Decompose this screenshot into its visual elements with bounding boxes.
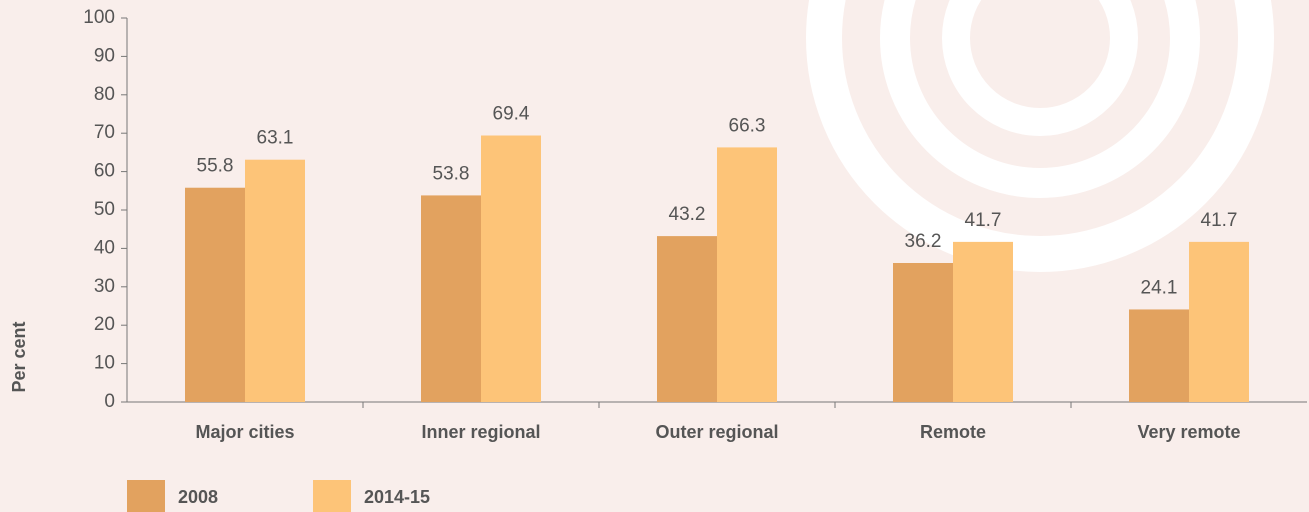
y-tick-label: 70 <box>94 122 115 143</box>
value-label: 24.1 <box>1141 277 1178 298</box>
bar <box>657 236 717 402</box>
y-tick-label: 40 <box>94 237 115 258</box>
bar <box>481 135 541 402</box>
value-label: 41.7 <box>1201 210 1238 231</box>
bar <box>893 262 953 402</box>
x-tick-label: Remote <box>920 422 986 442</box>
y-tick-label: 90 <box>94 45 115 66</box>
bar <box>953 241 1013 402</box>
legend-swatch <box>313 480 351 512</box>
y-tick-label: 100 <box>83 7 115 28</box>
y-tick-label: 0 <box>104 391 115 412</box>
legend-swatch <box>127 480 165 512</box>
value-label: 41.7 <box>965 210 1002 231</box>
ring <box>880 0 1200 198</box>
bar <box>421 195 481 402</box>
value-label: 43.2 <box>669 204 706 225</box>
value-label: 36.2 <box>905 231 942 252</box>
legend-label: 2008 <box>178 487 218 507</box>
bar <box>1129 309 1189 402</box>
bar <box>1189 241 1249 402</box>
x-tick-label: Outer regional <box>655 422 778 442</box>
y-tick-label: 30 <box>94 276 115 297</box>
ring <box>806 0 1274 272</box>
x-tick-label: Inner regional <box>421 422 540 442</box>
value-label: 53.8 <box>433 163 470 184</box>
bar <box>245 159 305 402</box>
value-label: 55.8 <box>197 156 234 177</box>
y-tick-label: 80 <box>94 84 115 105</box>
value-label: 66.3 <box>729 115 766 136</box>
bar <box>717 147 777 402</box>
y-tick-label: 60 <box>94 161 115 182</box>
legend-label: 2014-15 <box>364 487 430 507</box>
x-tick-label: Major cities <box>195 422 294 442</box>
y-tick-label: 10 <box>94 353 115 374</box>
y-axis-label: Per cent <box>9 321 29 392</box>
decoration <box>806 0 1274 272</box>
x-tick-label: Very remote <box>1137 422 1240 442</box>
value-label: 69.4 <box>493 104 530 125</box>
y-tick-label: 20 <box>94 314 115 335</box>
bar <box>185 187 245 402</box>
ring <box>942 0 1138 136</box>
value-label: 63.1 <box>257 128 294 149</box>
y-tick-label: 50 <box>94 199 115 220</box>
